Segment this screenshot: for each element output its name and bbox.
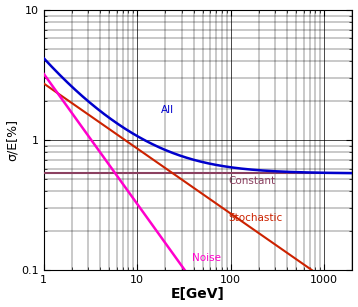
Text: All: All bbox=[161, 105, 174, 115]
X-axis label: E[GeV]: E[GeV] bbox=[171, 287, 225, 301]
Y-axis label: σ/E[%]: σ/E[%] bbox=[6, 119, 19, 161]
Text: Stochastic: Stochastic bbox=[229, 213, 283, 223]
Text: Noise: Noise bbox=[192, 253, 221, 263]
Text: Constant: Constant bbox=[229, 176, 276, 186]
